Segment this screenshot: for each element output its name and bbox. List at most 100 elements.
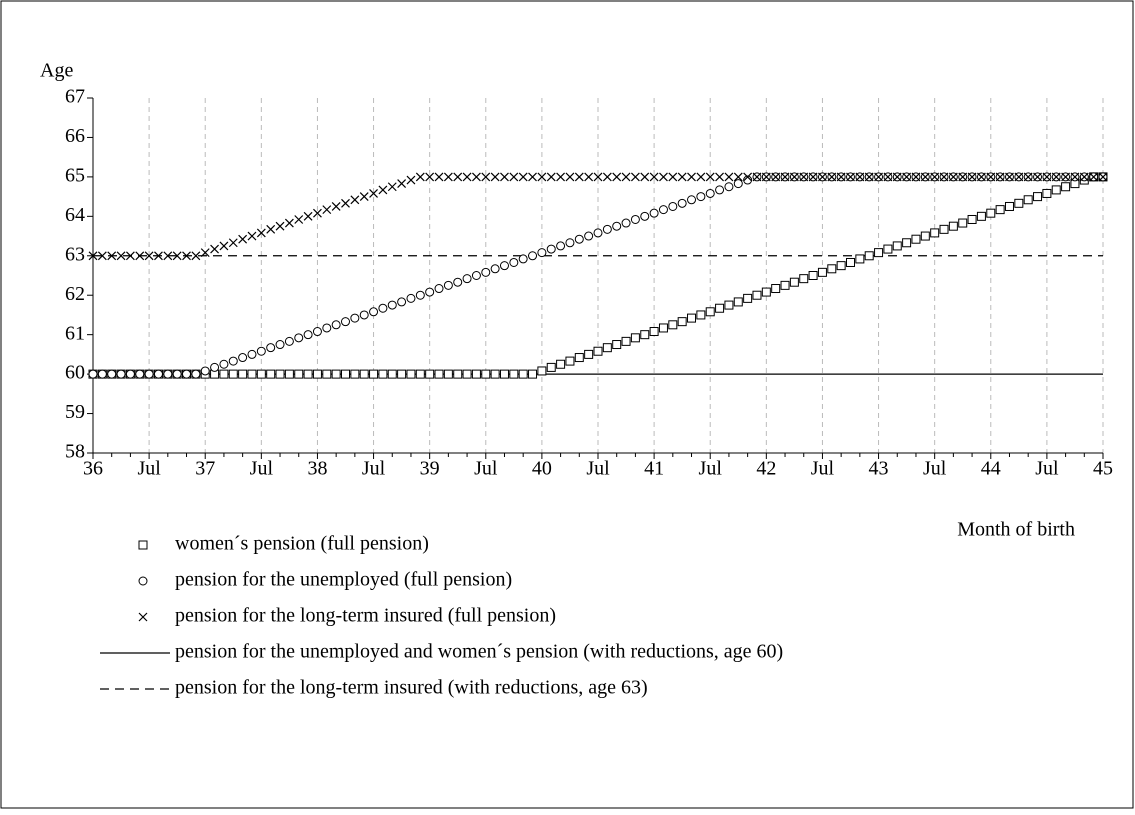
x-tick-label: 44: [981, 458, 1001, 480]
data-point: [443, 369, 453, 379]
data-point: [556, 241, 566, 251]
data-point: [331, 202, 341, 211]
data-point: [827, 264, 837, 274]
data-point: [182, 251, 191, 261]
data-point: [602, 172, 612, 182]
data-point: [1098, 172, 1108, 182]
data-point: [967, 172, 977, 182]
data-point: [144, 369, 154, 379]
data-point: [920, 172, 930, 182]
data-point: [210, 362, 220, 372]
data-point: [649, 327, 659, 337]
data-point: [256, 369, 266, 379]
data-point: [1070, 172, 1080, 182]
data-point: [397, 369, 407, 379]
data-point: [182, 369, 192, 379]
x-tick-label: Jul: [811, 458, 835, 480]
y-tick-label: 64: [65, 204, 85, 226]
data-point: [359, 310, 369, 320]
data-point: [705, 172, 715, 182]
data-point: [275, 340, 285, 350]
data-point: [724, 300, 734, 310]
data-point: [556, 172, 566, 182]
data-point: [481, 369, 491, 379]
data-point: [453, 277, 463, 287]
data-point: [350, 195, 360, 205]
legend-marker: [138, 540, 148, 550]
data-point: [387, 300, 397, 310]
data-point: [584, 349, 594, 359]
data-point: [658, 205, 668, 215]
x-tick-label: Jul: [474, 458, 498, 480]
data-point: [836, 261, 846, 271]
data-point: [219, 359, 229, 369]
data-point: [163, 369, 173, 379]
data-point: [1033, 192, 1043, 202]
data-point: [677, 198, 687, 208]
x-tick-label: Jul: [699, 458, 723, 480]
data-point: [621, 172, 631, 182]
data-point: [986, 208, 996, 218]
data-point: [696, 192, 706, 202]
data-point: [556, 359, 566, 369]
data-point: [696, 172, 706, 182]
data-point: [705, 188, 715, 198]
legend-label: pension for the unemployed and women´s p…: [175, 641, 783, 663]
data-point: [303, 211, 313, 221]
data-point: [1089, 172, 1099, 182]
x-tick-label: Jul: [586, 458, 610, 480]
data-point: [256, 346, 266, 356]
data-point: [930, 172, 940, 182]
data-point: [359, 369, 369, 379]
data-point: [163, 251, 173, 261]
data-point: [948, 221, 958, 231]
data-point: [528, 251, 538, 261]
data-point: [677, 317, 687, 327]
legend-marker: [138, 576, 148, 586]
x-axis-label: Month of birth: [957, 519, 1075, 541]
data-point: [808, 172, 818, 182]
data-point: [481, 172, 491, 182]
data-point: [313, 208, 322, 218]
data-point: [649, 208, 659, 218]
data-point: [874, 172, 883, 182]
data-point: [434, 369, 444, 379]
data-point: [228, 238, 238, 248]
data-point: [761, 172, 771, 182]
data-point: [1051, 172, 1061, 182]
data-point: [1023, 195, 1033, 205]
data-point: [1061, 182, 1071, 192]
data-point: [406, 293, 416, 303]
data-point: [219, 369, 229, 379]
data-point: [874, 248, 884, 258]
data-point: [312, 369, 322, 379]
data-point: [574, 353, 584, 363]
data-point: [864, 172, 874, 182]
data-point: [116, 369, 126, 379]
x-tick-label: Jul: [1035, 458, 1059, 480]
data-point: [986, 172, 996, 182]
data-point: [827, 172, 837, 182]
y-tick-label: 65: [65, 164, 85, 186]
y-tick-label: 60: [65, 362, 85, 384]
x-tick-label: 38: [307, 458, 327, 480]
data-point: [715, 185, 725, 195]
data-point: [958, 218, 968, 228]
data-point: [977, 172, 986, 182]
data-point: [995, 205, 1005, 215]
data-point: [883, 244, 893, 254]
data-point: [406, 175, 416, 185]
data-point: [415, 290, 425, 300]
data-point: [715, 303, 725, 313]
data-point: [546, 362, 556, 372]
data-point: [471, 369, 481, 379]
data-point: [303, 369, 313, 379]
data-point: [846, 172, 855, 182]
y-tick-label: 63: [65, 243, 85, 265]
legend-label: women´s pension (full pension): [175, 533, 429, 555]
data-point: [1051, 185, 1061, 195]
data-point: [462, 172, 472, 182]
data-point: [817, 267, 827, 277]
data-point: [1042, 188, 1052, 198]
data-point: [836, 172, 846, 182]
